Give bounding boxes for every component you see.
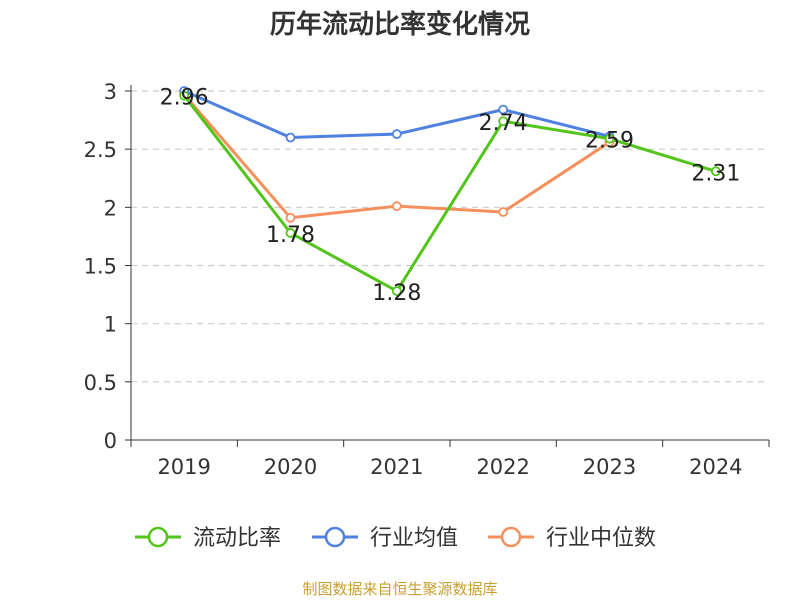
legend-marker [147, 526, 169, 548]
data-point [498, 207, 509, 217]
x-tick-label: 2022 [476, 455, 529, 479]
data-point [710, 166, 721, 177]
series [179, 86, 721, 296]
x-tick-label: 2024 [689, 455, 742, 479]
data-label: 2.96 [160, 86, 209, 111]
y-tick-label: 2 [104, 196, 117, 220]
x-tick-label: 2021 [370, 455, 423, 479]
y-tick-label: 1.5 [84, 255, 117, 279]
data-label: 2.31 [691, 161, 740, 186]
x-tick-label: 2019 [157, 455, 210, 479]
data-point [498, 116, 509, 127]
legend-marker [500, 526, 522, 548]
y-tick-label: 2.5 [84, 138, 117, 162]
data-label: 2.59 [585, 129, 634, 154]
data-point [285, 212, 296, 223]
y-tick-label: 0 [104, 429, 117, 453]
legend-label: 行业均值 [370, 526, 458, 551]
y-tick-label: 0.5 [84, 371, 117, 395]
data-source-note: 制图数据来自恒生聚源数据库 [302, 580, 498, 598]
chart-title: 历年流动比率变化情况 [269, 10, 530, 40]
data-label: 1.78 [266, 223, 315, 248]
y-tick-label: 3 [104, 80, 117, 104]
data-labels: 2.96 1.78 1.28 2.74 2.59 2.31 [160, 86, 741, 306]
x-tick-label: 2023 [583, 455, 636, 479]
series-line-0 [182, 94, 717, 293]
grid-lines [131, 90, 769, 383]
legend: 流动比率 行业均值 行业中位数 [135, 526, 656, 551]
data-point [391, 201, 402, 212]
data-point [285, 132, 296, 143]
data-point [285, 228, 296, 238]
x-tick-label: 2020 [264, 455, 317, 479]
data-label: 1.28 [372, 281, 421, 306]
data-point [391, 129, 402, 139]
data-point [179, 90, 190, 101]
axes: 0 0.5 1 1.5 2 2.5 3 2019 2020 2021 2022 2023 2024 [84, 80, 770, 479]
data-point [498, 104, 509, 115]
y-tick-label: 1 [104, 313, 117, 337]
legend-label: 行业中位数 [546, 526, 656, 551]
legend-label: 流动比率 [193, 526, 281, 551]
data-label: 2.74 [479, 111, 528, 136]
legend-marker [324, 526, 346, 548]
series-line-2 [183, 93, 611, 220]
data-point [391, 286, 402, 296]
data-point [604, 133, 615, 144]
